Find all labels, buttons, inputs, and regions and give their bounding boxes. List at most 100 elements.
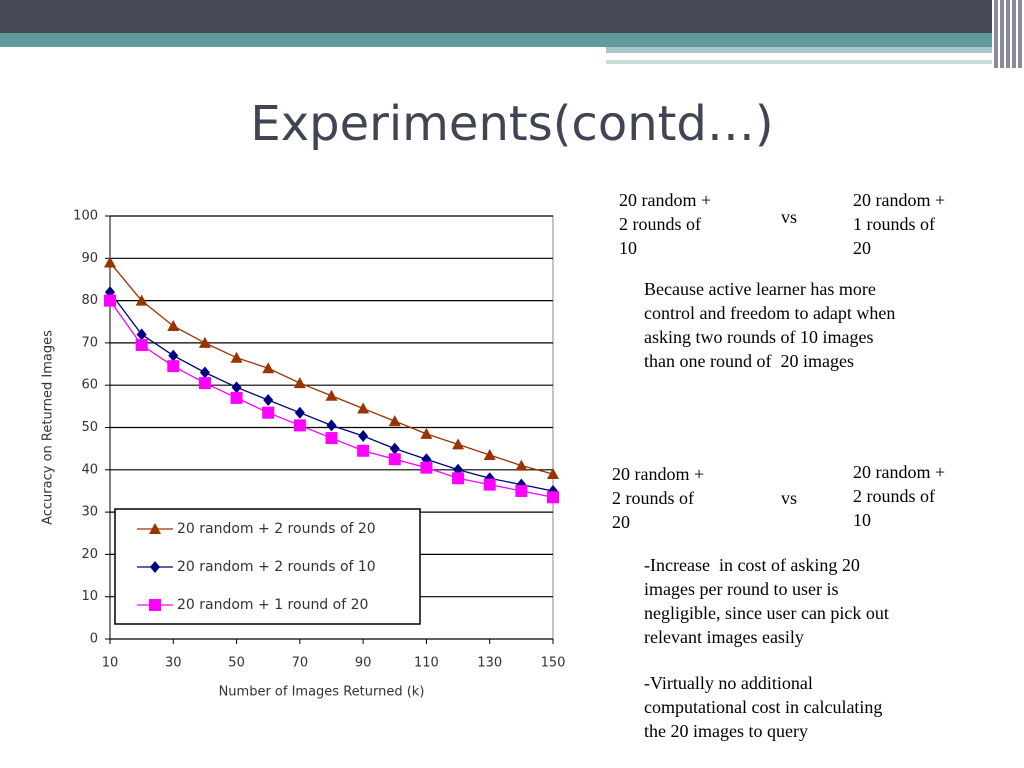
marker [547,491,559,504]
y-tick-label: 90 [81,251,98,266]
marker [198,336,211,348]
marker [358,429,369,442]
marker [136,328,147,341]
marker [263,394,274,407]
marker [388,453,401,466]
option-text: 10 [619,238,637,258]
note-text: images per round to user is [644,579,839,599]
marker [357,444,370,457]
y-tick-label: 20 [81,547,98,562]
option-text: 2 rounds of [612,488,694,508]
y-tick-label: 0 [90,632,98,647]
marker [325,389,338,401]
marker [199,366,210,379]
note-text: relevant images easily [644,627,804,647]
marker [135,294,148,306]
x-tick-label: 10 [102,656,119,671]
note-text: Because active learner has more [644,279,876,299]
option-text: 20 [612,512,630,532]
marker [149,523,161,534]
note-text: computational cost in calculating [644,697,883,717]
accent-bar [606,47,1024,53]
option-text: 2 rounds of [853,486,935,506]
y-tick-label: 50 [81,420,98,435]
marker [104,294,116,307]
legend-label: 20 random + 2 rounds of 20 [177,521,376,537]
y-tick-label: 70 [81,335,98,350]
marker [452,438,465,450]
marker [293,419,306,432]
corner-stripes [992,0,1024,68]
x-tick-label: 70 [292,656,309,671]
marker [293,377,306,389]
option-text: 1 rounds of [853,214,935,234]
marker [388,415,401,427]
marker [420,427,433,439]
y-tick-label: 80 [81,293,98,308]
marker [104,256,116,268]
marker [105,286,115,299]
marker [262,362,275,374]
option-text: 20 random + [612,464,705,484]
chart: 0 10 20 30 40 50 60 70 80 90 100 10 30 50 70 90 110 130 15… [41,209,566,700]
legend-label: 20 random + 1 round of 20 [177,597,368,613]
marker [167,360,180,373]
marker [167,319,180,331]
marker [230,391,243,404]
option-text: 20 [853,238,871,258]
y-tick-label: 60 [81,378,98,393]
accent-bar [606,60,1024,64]
marker [389,442,400,455]
note-text: -Increase in cost of asking 20 [644,555,860,575]
y-tick-label: 30 [81,505,98,520]
note-text: the 20 images to query [644,721,808,741]
marker [150,561,160,573]
slide-title: Experiments(contd…) [250,96,774,152]
option-text: 10 [853,510,871,530]
marker [547,468,559,480]
marker [135,339,148,352]
marker [294,406,305,419]
note-text: asking two rounds of 10 images [644,327,874,347]
x-axis-label: Number of Images Returned (k) [219,685,425,700]
x-tick-label: 110 [414,656,439,671]
y-tick-label: 100 [73,209,98,224]
marker [262,406,275,419]
marker [198,377,211,390]
marker [420,461,433,474]
marker [149,599,161,611]
marker [515,459,528,471]
x-tick-label: 150 [541,656,566,671]
option-text: 20 random + [853,190,946,210]
x-tick-label: 30 [165,656,182,671]
option-text: 20 random + [619,190,712,210]
note-text: -Virtually no additional [644,673,813,693]
option-text: 20 random + [853,462,946,482]
x-tick-label: 50 [228,656,245,671]
marker [483,478,496,491]
x-tick-label: 90 [355,656,372,671]
note-text: negligible, since user can pick out [644,603,889,623]
marker [357,402,370,414]
accent-bar [0,33,1024,47]
option-text: 2 rounds of [619,214,701,234]
x-tick-label: 130 [477,656,502,671]
legend-label: 20 random + 2 rounds of 10 [177,559,376,575]
marker [231,381,242,394]
marker [230,351,243,363]
y-tick-label: 10 [81,589,98,604]
marker [515,484,528,497]
note-text: control and freedom to adapt when [644,303,896,323]
vs-text: vs [781,488,798,508]
marker [452,472,465,485]
y-axis-label: Accuracy on Returned Images [41,330,56,525]
vs-text: vs [781,207,798,227]
marker [168,349,179,362]
marker [483,448,496,460]
top-bar [0,0,1024,33]
note-text: than one round of 20 images [644,351,854,371]
marker [325,432,338,445]
y-tick-label: 40 [81,462,98,477]
marker [326,419,337,432]
